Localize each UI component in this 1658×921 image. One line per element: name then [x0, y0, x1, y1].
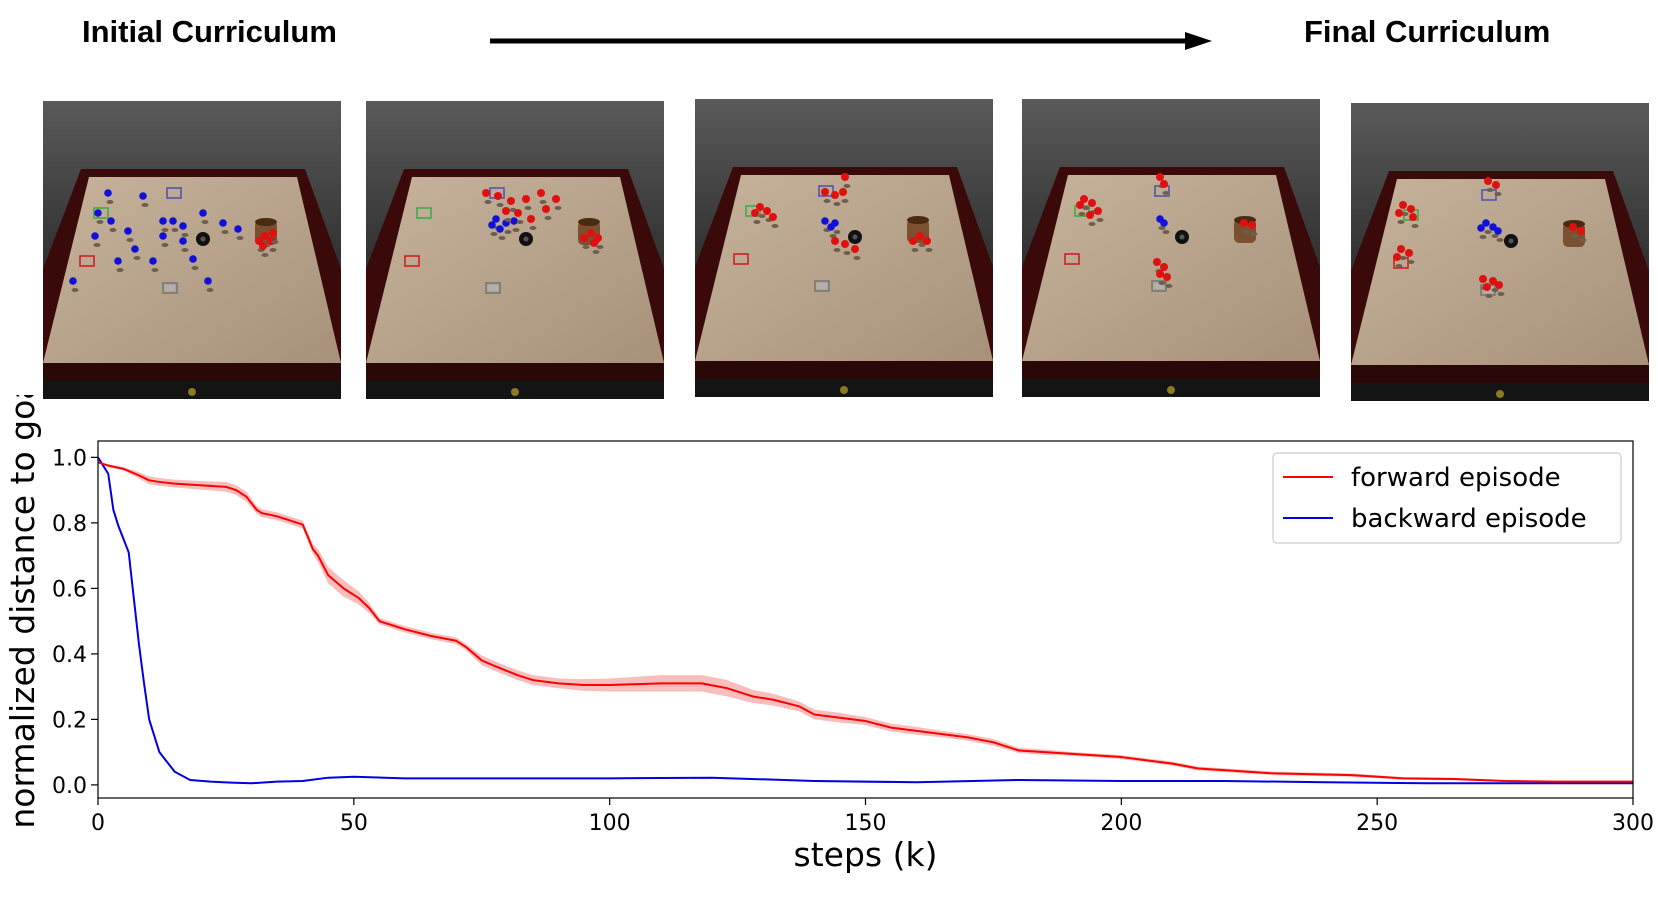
x-axis-label: steps (k): [794, 835, 938, 874]
scene-image-2: [366, 101, 664, 399]
scene-image-3: [695, 99, 993, 397]
initial-curriculum-title: Initial Curriculum: [82, 14, 337, 49]
curriculum-progress-arrow: [490, 32, 1212, 50]
legend-label: forward episode: [1351, 463, 1561, 493]
y-axis-label: normalized distance to goal: [3, 395, 42, 829]
forward-episode-line: [97, 461, 1633, 783]
x-tick-label: 200: [1100, 811, 1142, 836]
y-tick-label: 0.4: [52, 643, 87, 668]
forward-confidence-band: [98, 462, 1633, 783]
y-tick-label: 0.8: [52, 512, 87, 537]
scene-image-5: [1351, 103, 1649, 401]
x-tick-label: 150: [845, 811, 887, 836]
legend: forward episode backward episode: [1272, 452, 1622, 544]
x-tick-label: 50: [340, 811, 368, 836]
x-tick-label: 0: [91, 811, 105, 836]
y-tick-label: 0.2: [52, 708, 87, 733]
distance-chart: 0 50 100 150 200 250 300 0.0 0.2 0.4 0.6 0.8 1.0 ste…: [3, 395, 1654, 874]
y-tick-label: 1.0: [52, 446, 87, 471]
legend-box: [1272, 452, 1622, 544]
y-tick-label: 0.6: [52, 577, 87, 602]
scene-image-1: [43, 101, 341, 399]
x-tick-label: 300: [1612, 811, 1654, 836]
backward-episode-line: [97, 456, 1633, 785]
x-tick-label: 100: [589, 811, 631, 836]
scene-image-4: [1022, 99, 1320, 397]
legend-label: backward episode: [1351, 504, 1587, 534]
final-curriculum-title: Final Curriculum: [1304, 14, 1551, 49]
x-tick-label: 250: [1356, 811, 1398, 836]
y-tick-label: 0.0: [52, 774, 87, 799]
